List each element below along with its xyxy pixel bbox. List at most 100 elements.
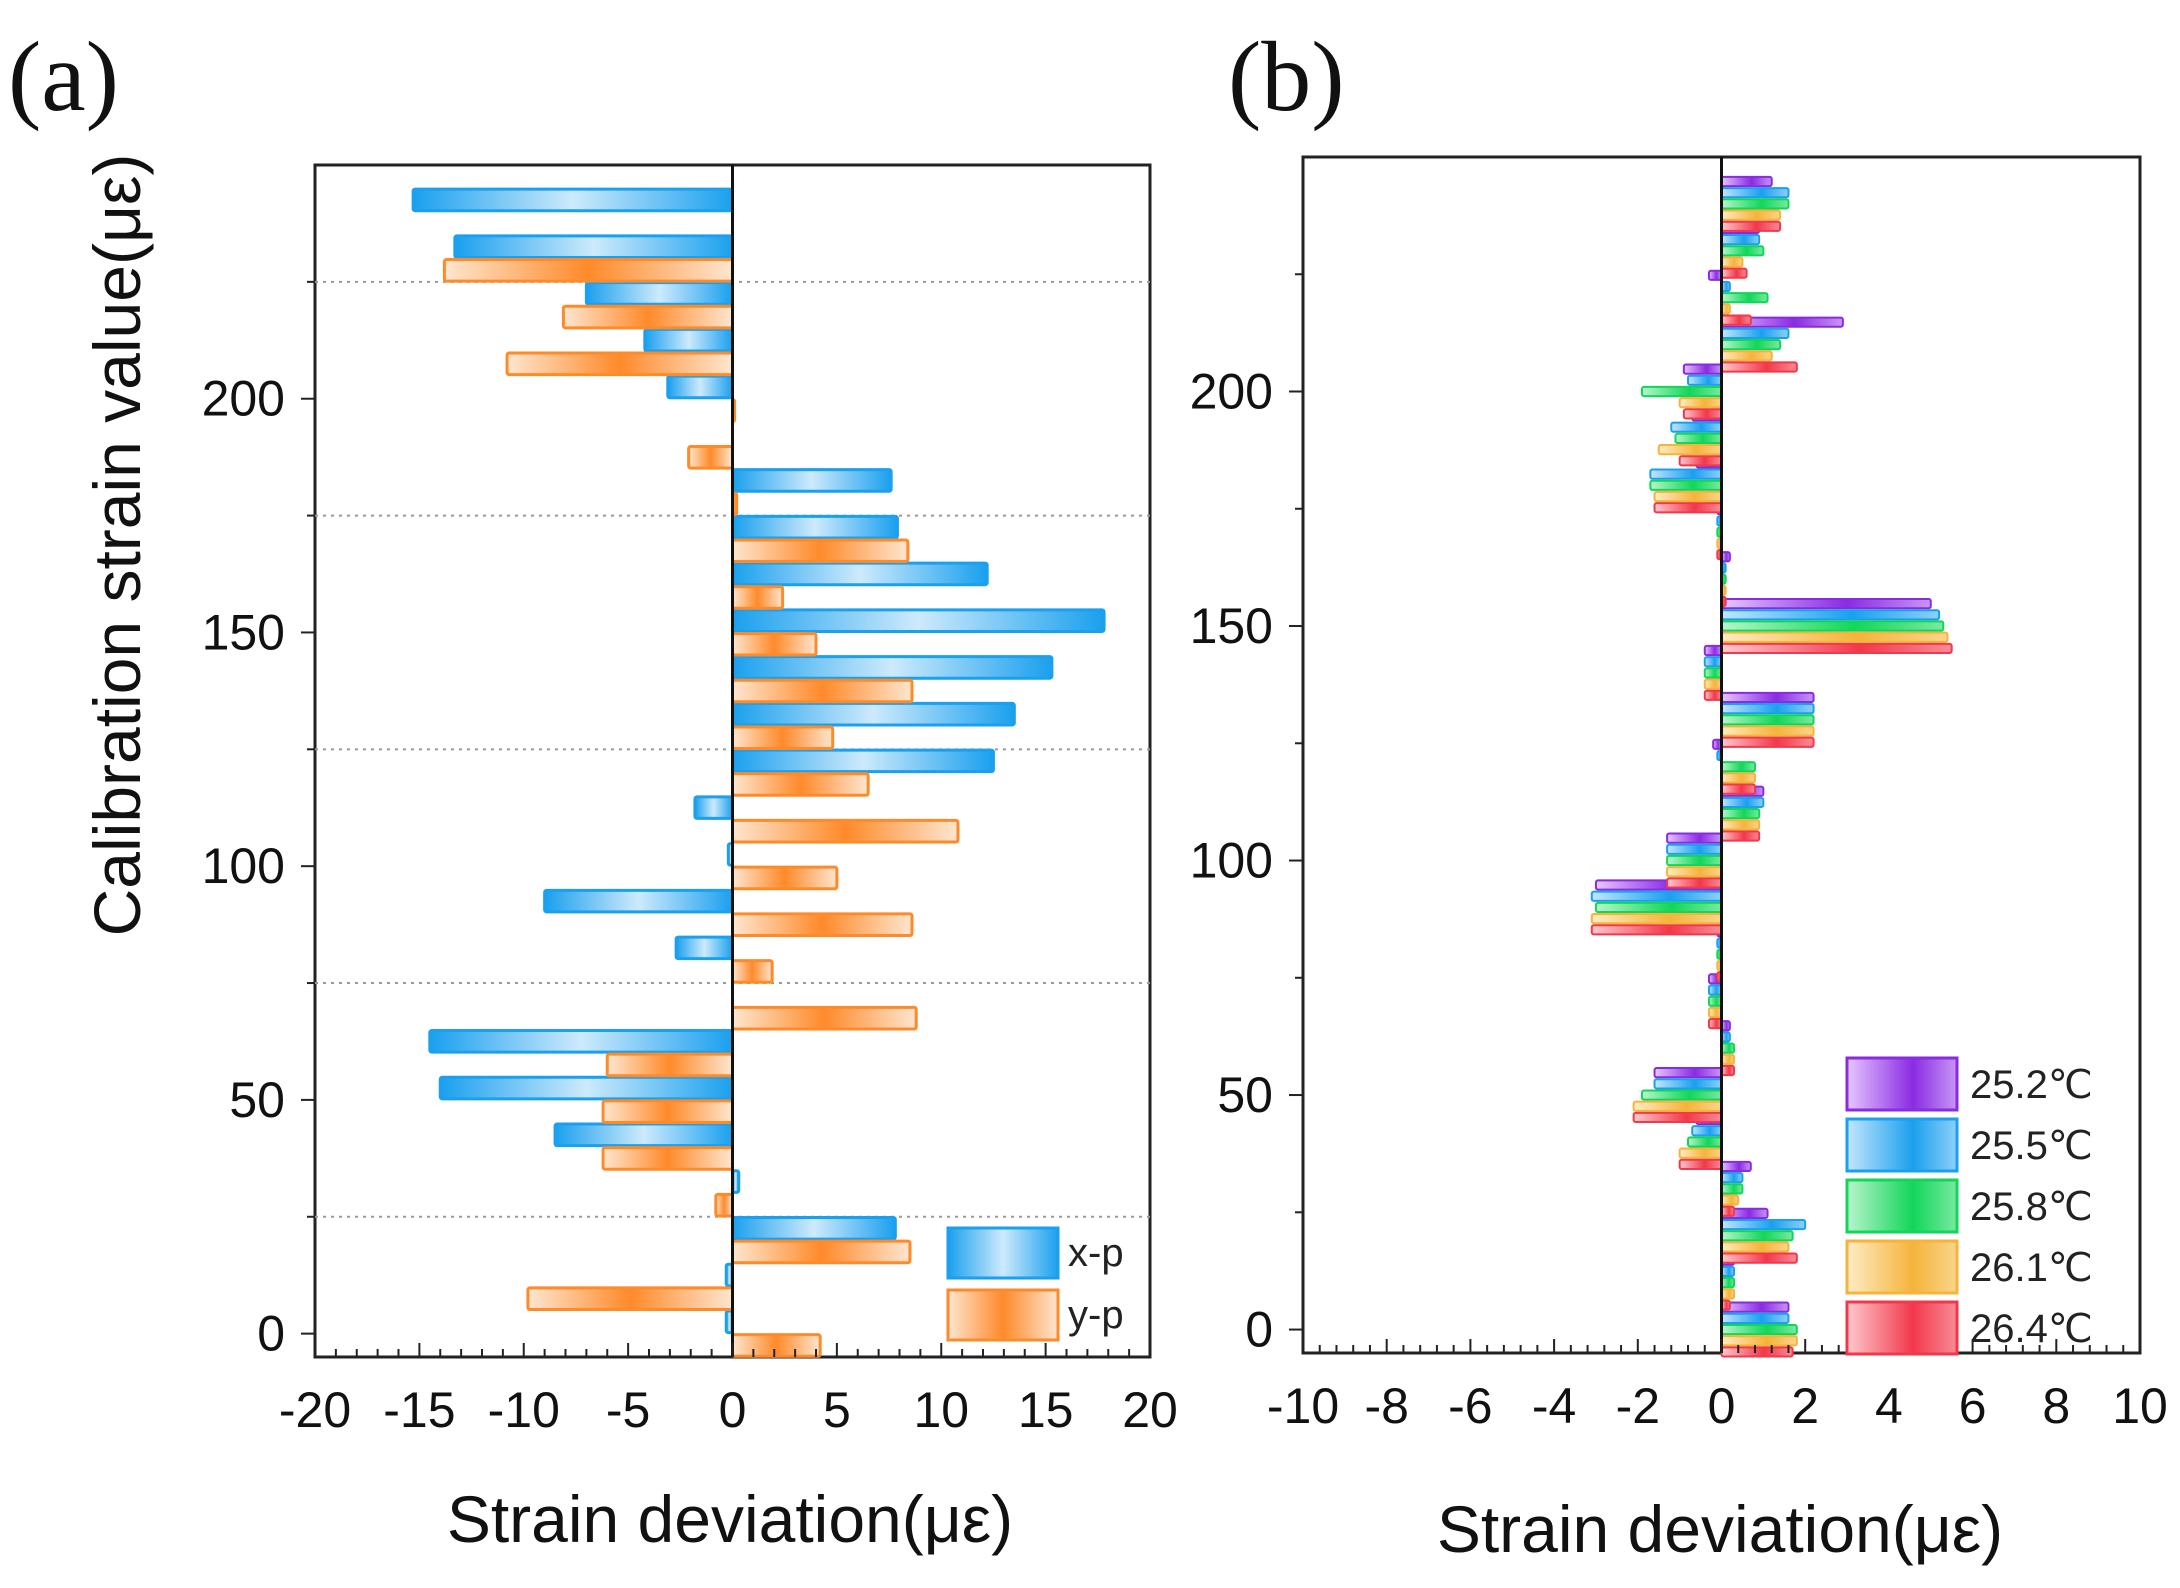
panel-b-x-tick-label: -4 bbox=[1532, 1378, 1576, 1434]
panel-b-legend-swatch bbox=[1845, 1117, 1959, 1173]
panel-b-bar-264-180 bbox=[1653, 502, 1723, 514]
panel-b-x-tick-label: -10 bbox=[1267, 1378, 1339, 1434]
panel-a-label: (a) bbox=[8, 21, 119, 132]
x-axis-title-a: Strain deviation(με) bbox=[447, 1482, 1013, 1556]
x-axis-title-b: Strain deviation(με) bbox=[1437, 1492, 2003, 1566]
panel-b-bar-264-100 bbox=[1666, 877, 1723, 889]
panel-b-bar-252-140 bbox=[1703, 644, 1723, 657]
panel-b: -10 -8 -6 -4 -2 0 2 4 6 8 1005010015020025.2℃25.5℃… bbox=[1190, 155, 2168, 1434]
panel-b-bar-261-30 bbox=[1720, 1194, 1740, 1206]
panel-b-bar-264-150 bbox=[1720, 642, 1953, 655]
panel-a-bar-xp-240 bbox=[411, 187, 734, 213]
panel-b-bar-252-220 bbox=[1707, 269, 1723, 281]
panel-b-x-tick-label: 4 bbox=[1875, 1378, 1903, 1434]
panel-b-bar-258-200 bbox=[1640, 385, 1723, 398]
panel-a-y-tick-label: 150 bbox=[202, 604, 285, 660]
panel-b-bar-258-150 bbox=[1720, 620, 1945, 632]
panel-a-bar-yp-50 bbox=[601, 1099, 735, 1125]
panel-a-y-tick-label: 100 bbox=[202, 838, 285, 894]
panel-b-bar-261-240 bbox=[1720, 209, 1782, 221]
panel-b-bar-258-210 bbox=[1720, 339, 1782, 351]
panel-a-x-tick-label: -15 bbox=[383, 1382, 455, 1438]
panel-b-bar-261-200 bbox=[1678, 397, 1723, 409]
panel-b-bar-252-240 bbox=[1720, 175, 1773, 188]
panel-b-bar-258-40 bbox=[1687, 1136, 1723, 1148]
panel-b-bar-255-20 bbox=[1720, 1218, 1807, 1231]
panel-b-bar-258-30 bbox=[1720, 1183, 1744, 1195]
panel-b-bar-264-190 bbox=[1678, 455, 1723, 467]
panel-a-bar-xp-200 bbox=[666, 374, 734, 400]
panel-a-bar-xp-210 bbox=[643, 327, 735, 353]
panel-b-bar-252-150 bbox=[1720, 598, 1932, 610]
panel-a-x-tick-label: -20 bbox=[279, 1382, 351, 1438]
panel-b-x-tick-label: -2 bbox=[1616, 1378, 1660, 1434]
panel-b-bar-261-90 bbox=[1590, 913, 1723, 925]
panel-b-bar-255-110 bbox=[1720, 796, 1765, 809]
panel-a-x-tick-label: -5 bbox=[606, 1382, 650, 1438]
panel-a-bar-yp-210 bbox=[505, 351, 734, 377]
panel-b-bar-252-30 bbox=[1720, 1160, 1752, 1173]
panel-a-bar-yp-230 bbox=[442, 257, 734, 283]
panel-b-bar-255-0 bbox=[1720, 1312, 1790, 1324]
panel-a-bar-xp-180 bbox=[731, 468, 893, 493]
panel-b-bar-252-0 bbox=[1720, 1301, 1790, 1313]
panel-b-bar-258-50 bbox=[1640, 1089, 1723, 1101]
panel-b-bar-261-100 bbox=[1666, 866, 1723, 878]
panel-b-bar-258-100 bbox=[1666, 854, 1723, 867]
panel-b-bar-261-120 bbox=[1720, 772, 1756, 784]
panel-b-y-tick-label: 50 bbox=[1217, 1067, 1273, 1123]
panel-a-bar-xp-140 bbox=[731, 655, 1054, 680]
panel-b-legend-swatch bbox=[1845, 1056, 1959, 1112]
panel-b-bar-258-190 bbox=[1674, 432, 1723, 445]
panel-b-bar-261-130 bbox=[1720, 725, 1815, 737]
panel-a-bar-yp-220 bbox=[561, 304, 734, 330]
panel-b-bar-261-40 bbox=[1678, 1147, 1723, 1159]
panel-b-bar-261-50 bbox=[1632, 1100, 1723, 1112]
panel-a-bar-xp-230 bbox=[453, 234, 734, 259]
panel-a-bar-yp-130 bbox=[731, 725, 835, 751]
panel-a-bar-yp-10 bbox=[526, 1286, 734, 1311]
panel-b-bar-264-90 bbox=[1590, 924, 1723, 936]
panel-b-bar-258-0 bbox=[1720, 1323, 1798, 1336]
panel-b-bar-264-220 bbox=[1720, 314, 1752, 326]
panel-a-bar-yp-30 bbox=[714, 1192, 734, 1218]
panel-a-bar-yp-110 bbox=[731, 818, 960, 844]
panel-a-bar-yp-150 bbox=[731, 631, 818, 657]
panel-a-bar-yp-140 bbox=[731, 678, 914, 704]
panel-b-bar-264-30 bbox=[1720, 1205, 1736, 1217]
panel-b-bar-261-60 bbox=[1720, 1053, 1736, 1065]
panel-a-bar-xp-20 bbox=[731, 1216, 897, 1241]
panel-a-legend-label: x-p bbox=[1068, 1231, 1124, 1275]
panel-a-bar-yp-20 bbox=[731, 1239, 912, 1265]
panel-b-bar-261-110 bbox=[1720, 819, 1761, 831]
panel-b-legend-label: 26.1℃ bbox=[1970, 1246, 2093, 1290]
panel-a-bar-yp-190 bbox=[687, 444, 734, 470]
panel-b-bar-264-130 bbox=[1720, 736, 1815, 748]
panel-a-bar-xp-170 bbox=[731, 514, 899, 540]
panel-b-bar-255-50 bbox=[1653, 1078, 1723, 1090]
panel-b-bar-261-180 bbox=[1653, 490, 1723, 503]
panel-b-x-tick-label: -8 bbox=[1364, 1378, 1408, 1434]
panel-b-bar-264-140 bbox=[1703, 689, 1723, 701]
panel-b-bar-261-210 bbox=[1720, 350, 1773, 362]
panel-b-bar-258-110 bbox=[1720, 808, 1761, 820]
panel-b-bar-261-0 bbox=[1720, 1335, 1798, 1347]
panel-a-bar-yp-0 bbox=[731, 1333, 822, 1358]
panel-a-bar-xp-150 bbox=[731, 608, 1106, 633]
panel-b-legend-swatch bbox=[1845, 1300, 1959, 1356]
panel-b-bar-255-140 bbox=[1703, 656, 1723, 668]
panel-a-bar-yp-60 bbox=[605, 1052, 734, 1078]
panel-b-y-tick-label: 0 bbox=[1245, 1302, 1273, 1358]
panel-a-x-tick-label: -10 bbox=[488, 1382, 560, 1438]
panel-b-bar-255-30 bbox=[1720, 1172, 1744, 1184]
panel-b-bar-264-50 bbox=[1632, 1111, 1723, 1124]
panel-a-bar-xp-50 bbox=[438, 1075, 734, 1101]
panel-b-bar-264-0 bbox=[1720, 1346, 1794, 1358]
panel-a-bar-yp-80 bbox=[731, 959, 774, 984]
panel-a-x-tick-label: 20 bbox=[1122, 1382, 1178, 1438]
panel-a-bar-yp-90 bbox=[731, 912, 914, 938]
panel-a-bar-xp-40 bbox=[553, 1122, 734, 1148]
panel-b-bar-261-230 bbox=[1720, 256, 1744, 268]
panel-a-y-tick-label: 0 bbox=[257, 1306, 285, 1362]
